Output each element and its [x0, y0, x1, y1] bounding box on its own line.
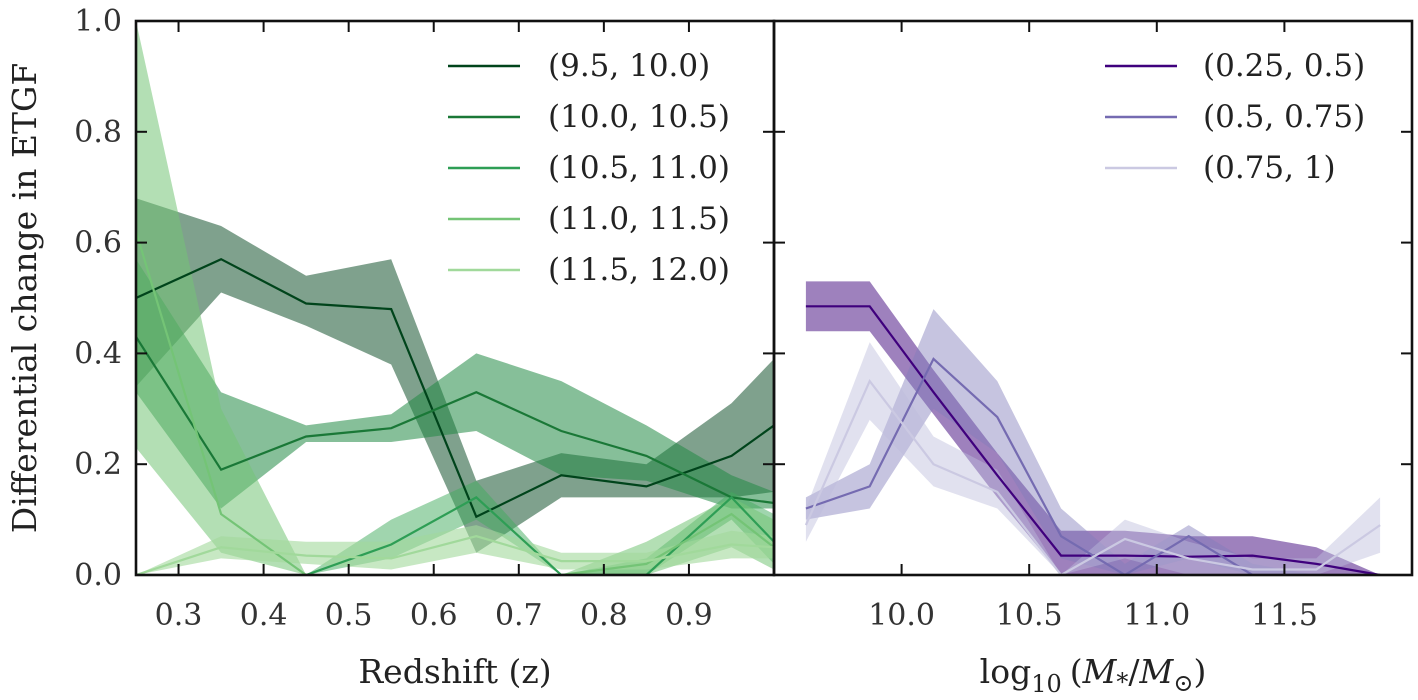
left-band-series-4	[136, 525, 774, 575]
right-legend-label-1: (0.5, 0.75)	[1203, 99, 1365, 135]
left-series-lines	[136, 231, 774, 575]
y-tick-label-5: 1.0	[74, 4, 122, 39]
right-panel: 10.0 10.5 11.0 11.5 (0.25, 0.5)(0.5, 0.75)(…	[774, 20, 1412, 633]
right-x-tick-label-1: 10.5	[996, 598, 1063, 633]
left-line-series-1	[136, 336, 774, 505]
right-legend: (0.25, 0.5) (0.5, 0.75) (0.75, 1)	[1105, 48, 1365, 186]
right-x-tick-label-3: 11.5	[1251, 598, 1318, 633]
right-x-tick-label-0: 10.0	[868, 598, 935, 633]
right-band-series-2	[805, 342, 1381, 575]
left-band-series-3	[136, 21, 774, 575]
y-tick-label-4: 0.8	[74, 115, 122, 150]
left-legend-label-1: (10.0, 10.5)	[548, 99, 730, 135]
left-x-tick-label-5: 0.8	[580, 598, 628, 633]
right-band-series-1	[805, 309, 1381, 575]
left-legend-label-2: (10.5, 11.0)	[548, 150, 730, 186]
left-x-tick-label-4: 0.7	[495, 598, 543, 633]
left-panel: 0.3 0.4 0.5 0.6 0.7 0.8 0.90.00.20.40.60.81.0 …	[74, 4, 774, 633]
left-axis-ticks: 0.3 0.4 0.5 0.6 0.7 0.8 0.9 0.0 0.2 0.4 0.6 0.8 1.0	[74, 4, 774, 633]
left-legend-label-0: (9.5, 10.0)	[548, 48, 710, 84]
right-confidence-bands	[805, 281, 1381, 575]
right-plot-frame	[772, 19, 1414, 577]
left-x-tick-label-6: 0.9	[665, 598, 713, 633]
left-line-series-0	[136, 257, 774, 519]
left-legend-label-4: (11.5, 12.0)	[548, 252, 730, 288]
right-band-series-0	[805, 281, 1381, 575]
left-legend: (9.5, 10.0) (10.0, 10.5) (10.5, 11.0) (11.0…	[448, 48, 730, 288]
y-tick-label-3: 0.6	[74, 226, 122, 261]
left-x-tick-label-3: 0.6	[410, 598, 458, 633]
right-x-tick-label-2: 11.0	[1123, 598, 1190, 633]
left-line-series-3	[136, 231, 774, 575]
left-line-series-4	[136, 535, 774, 575]
right-legend-label-0: (0.25, 0.5)	[1203, 48, 1365, 84]
left-legend-label-3: (11.0, 11.5)	[548, 201, 730, 237]
y-tick-label-2: 0.4	[74, 336, 122, 371]
left-x-tick-label-2: 0.5	[325, 598, 373, 633]
left-x-tick-label-0: 0.3	[155, 598, 203, 633]
y-tick-label-0: 0.0	[74, 558, 122, 593]
right-axis-ticks: 10.0 10.5 11.0 11.5	[774, 20, 1412, 633]
right-x-axis-title: log10 (M*/M⊙)	[980, 652, 1207, 698]
left-band-series-2	[136, 480, 774, 575]
left-x-axis-title: Redshift (z)	[358, 652, 551, 691]
y-tick-label-1: 0.2	[74, 447, 122, 482]
left-line-series-2	[136, 495, 774, 575]
right-legend-label-2: (0.75, 1)	[1203, 150, 1336, 186]
left-x-tick-label-1: 0.4	[240, 598, 288, 633]
y-axis-title: Differential change in ETGF	[5, 63, 44, 534]
